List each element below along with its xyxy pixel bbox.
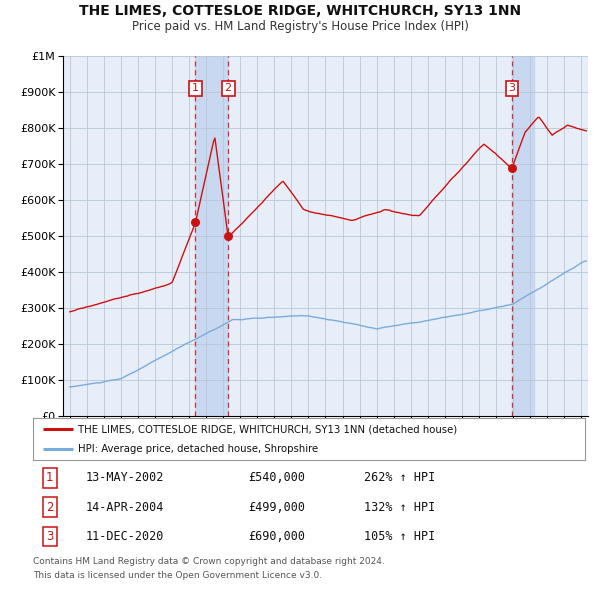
Text: 1: 1 bbox=[46, 471, 53, 484]
Text: £690,000: £690,000 bbox=[248, 530, 305, 543]
Text: Price paid vs. HM Land Registry's House Price Index (HPI): Price paid vs. HM Land Registry's House … bbox=[131, 20, 469, 33]
Text: 2: 2 bbox=[224, 83, 232, 93]
Text: 132% ↑ HPI: 132% ↑ HPI bbox=[364, 500, 436, 513]
Text: 1: 1 bbox=[192, 83, 199, 93]
Text: 262% ↑ HPI: 262% ↑ HPI bbox=[364, 471, 436, 484]
Bar bbox=[512, 56, 534, 416]
Text: HPI: Average price, detached house, Shropshire: HPI: Average price, detached house, Shro… bbox=[78, 444, 319, 454]
Text: 105% ↑ HPI: 105% ↑ HPI bbox=[364, 530, 436, 543]
Text: This data is licensed under the Open Government Licence v3.0.: This data is licensed under the Open Gov… bbox=[33, 571, 322, 579]
Text: THE LIMES, COTTESLOE RIDGE, WHITCHURCH, SY13 1NN: THE LIMES, COTTESLOE RIDGE, WHITCHURCH, … bbox=[79, 4, 521, 18]
Text: £540,000: £540,000 bbox=[248, 471, 305, 484]
Text: 3: 3 bbox=[508, 83, 515, 93]
Text: Contains HM Land Registry data © Crown copyright and database right 2024.: Contains HM Land Registry data © Crown c… bbox=[33, 557, 385, 566]
Text: THE LIMES, COTTESLOE RIDGE, WHITCHURCH, SY13 1NN (detached house): THE LIMES, COTTESLOE RIDGE, WHITCHURCH, … bbox=[78, 424, 458, 434]
Text: 2: 2 bbox=[46, 500, 53, 513]
Text: £499,000: £499,000 bbox=[248, 500, 305, 513]
Bar bbox=[196, 56, 228, 416]
Text: 3: 3 bbox=[46, 530, 53, 543]
Text: 13-MAY-2002: 13-MAY-2002 bbox=[85, 471, 164, 484]
Text: 11-DEC-2020: 11-DEC-2020 bbox=[85, 530, 164, 543]
Text: 14-APR-2004: 14-APR-2004 bbox=[85, 500, 164, 513]
